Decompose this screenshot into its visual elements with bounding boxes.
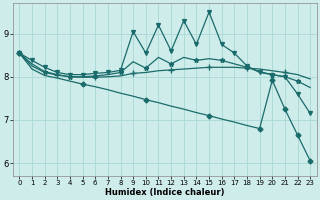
X-axis label: Humidex (Indice chaleur): Humidex (Indice chaleur) [105,188,225,197]
